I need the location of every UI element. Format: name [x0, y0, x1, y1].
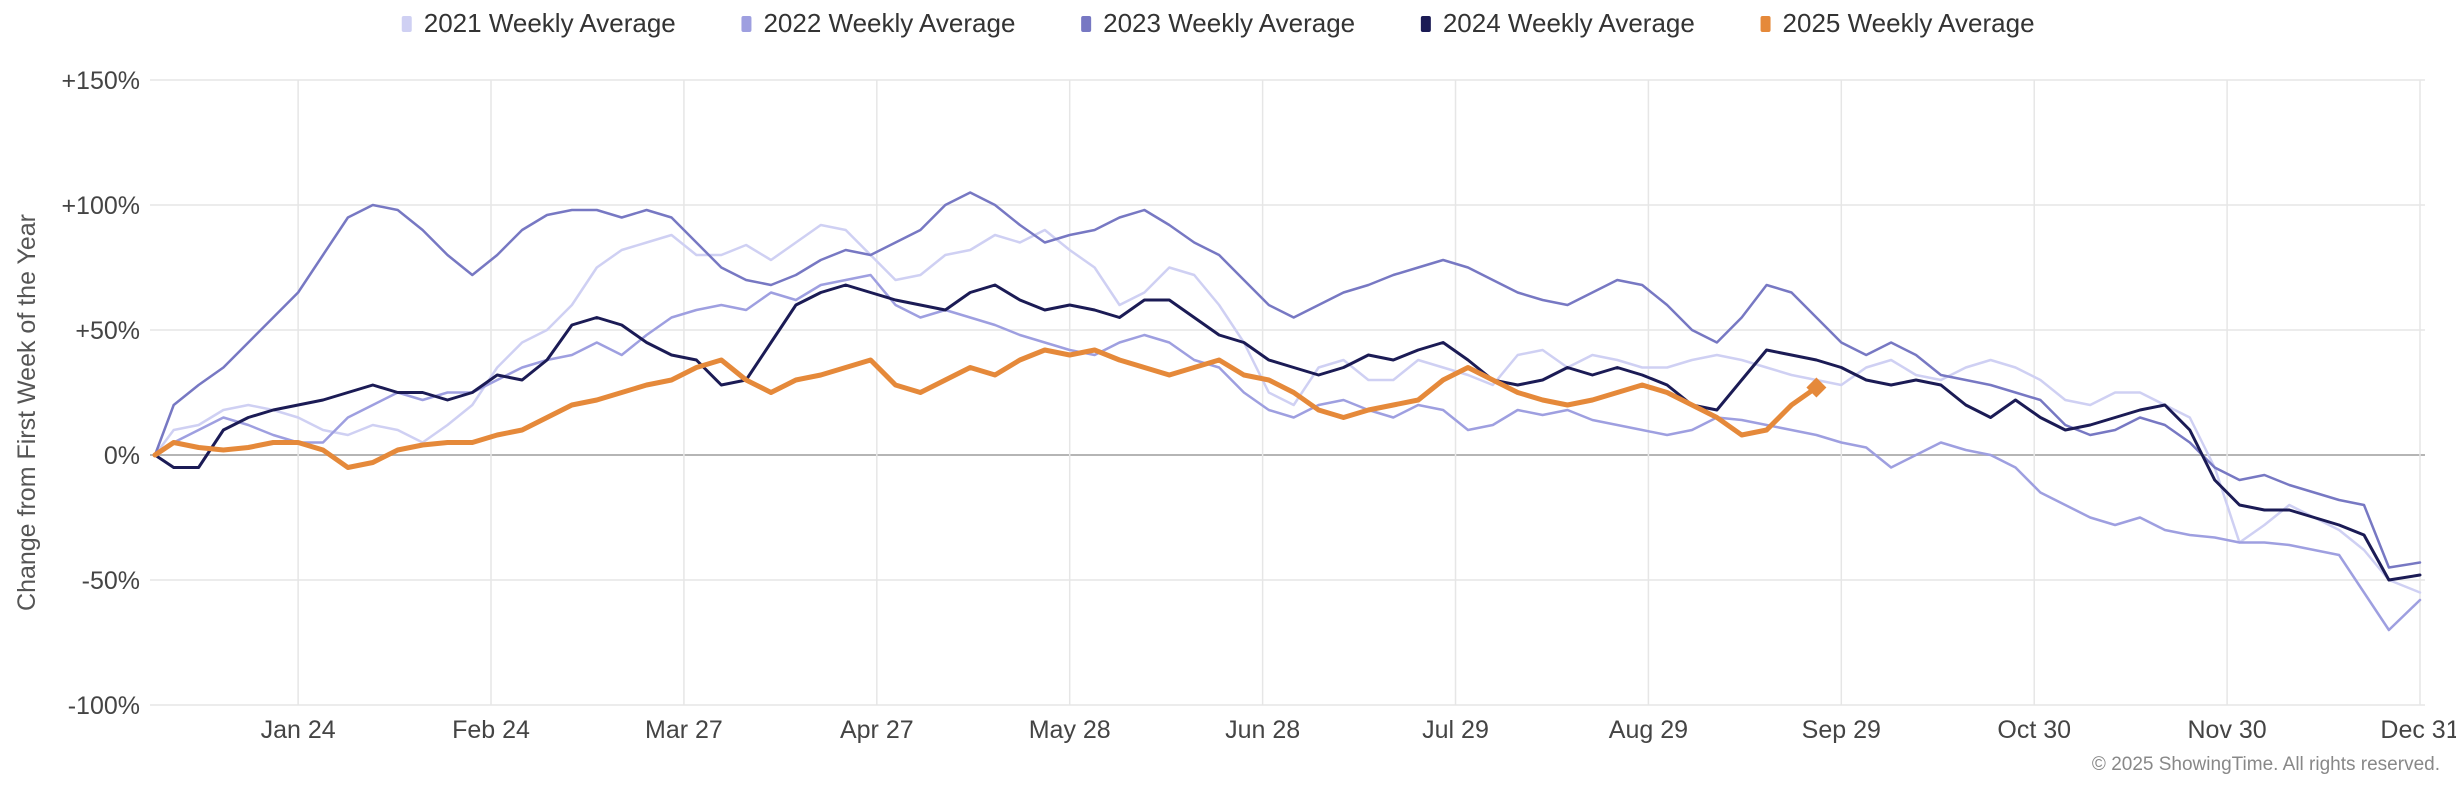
legend-label: 2024 Weekly Average [1443, 8, 1695, 38]
legend-swatch [741, 16, 752, 32]
y-tick-label: 0% [104, 442, 140, 470]
legend-label: 2021 Weekly Average [424, 8, 676, 38]
legend-label: 2023 Weekly Average [1103, 8, 1355, 38]
x-tick-label: Jan 24 [261, 716, 336, 744]
x-tick-label: Sep 29 [1802, 716, 1881, 744]
series-line-2 [153, 273, 2422, 632]
x-tick-label: Aug 29 [1609, 716, 1688, 744]
legend-item[interactable]: 2022 Weekly Average [741, 8, 1015, 38]
x-tick-label: Feb 24 [452, 716, 530, 744]
series-lines [152, 191, 2422, 632]
x-tick-label: Nov 30 [2187, 716, 2266, 744]
legend-label: 2025 Weekly Average [1783, 8, 2035, 38]
x-tick-label: Mar 27 [645, 716, 723, 744]
x-tick-label: Jul 29 [1422, 716, 1489, 744]
legend: 2021 Weekly Average 2022 Weekly Average 20… [401, 8, 2035, 38]
y-tick-label: +100% [61, 192, 140, 220]
y-tick-label: -100% [68, 692, 140, 720]
legend-swatch [1420, 16, 1431, 32]
grid [150, 79, 2425, 706]
legend-item[interactable]: 2025 Weekly Average [1760, 8, 2035, 38]
series-line-3 [153, 191, 2422, 569]
x-axis-ticks: Jan 24 Feb 24 Mar 27 Apr 27 May 28 Jun 28 Jul … [261, 716, 2456, 744]
legend-label: 2022 Weekly Average [763, 8, 1015, 38]
legend-swatch [1760, 16, 1771, 32]
y-axis-label: Change from First Week of the Year [13, 214, 41, 611]
series-line-5 [152, 347, 1819, 470]
y-tick-label: +50% [75, 317, 140, 345]
legend-item[interactable]: 2021 Weekly Average [401, 8, 676, 38]
y-axis-ticks: +150% +100% +50% 0% -50% -100% [61, 67, 140, 720]
y-tick-label: +150% [61, 67, 140, 95]
copyright-text: © 2025 ShowingTime. All rights reserved. [2092, 754, 2440, 775]
legend-swatch [401, 16, 412, 32]
series-end-marker [1806, 377, 1827, 398]
legend-swatch [1081, 16, 1092, 32]
series-line-4 [153, 283, 2422, 582]
x-tick-label: Apr 27 [840, 716, 914, 744]
series-line-1 [153, 223, 2422, 594]
x-tick-label: May 28 [1029, 716, 1111, 744]
x-tick-label: Oct 30 [1997, 716, 2071, 744]
legend-item[interactable]: 2023 Weekly Average [1081, 8, 1355, 38]
legend-item[interactable]: 2024 Weekly Average [1420, 8, 1695, 38]
y-tick-label: -50% [82, 567, 140, 595]
x-tick-label: Dec 31 [2380, 716, 2456, 744]
x-tick-label: Jun 28 [1225, 716, 1300, 744]
